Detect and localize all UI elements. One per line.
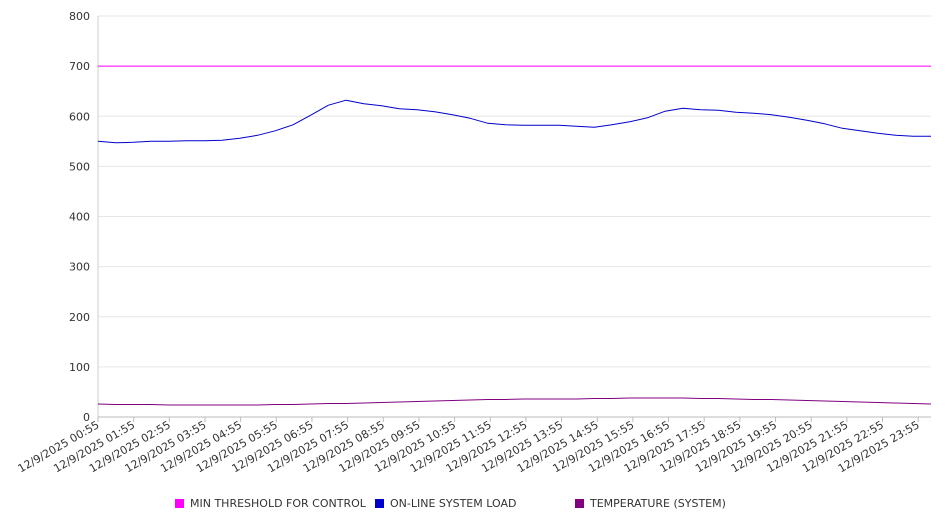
- y-tick-label: 100: [69, 361, 90, 374]
- series-lines: [97, 65, 932, 406]
- legend-item-system-load: ON-LINE SYSTEM LOAD: [375, 497, 516, 510]
- legend-swatch-system-load: [375, 499, 384, 508]
- chart-legend: MIN THRESHOLD FOR CONTROL ON-LINE SYSTEM…: [0, 497, 946, 515]
- legend-item-min-threshold: MIN THRESHOLD FOR CONTROL: [175, 497, 366, 510]
- y-tick-label: 800: [69, 10, 90, 23]
- series-line-system-load: [97, 99, 931, 144]
- legend-label-min-threshold: MIN THRESHOLD FOR CONTROL: [190, 497, 366, 510]
- series-line-temperature: [97, 397, 932, 406]
- legend-swatch-temperature: [575, 499, 584, 508]
- legend-label-system-load: ON-LINE SYSTEM LOAD: [390, 497, 517, 510]
- y-tick-label: 300: [69, 261, 90, 274]
- y-tick-label: 700: [69, 60, 90, 73]
- grid-lines: [98, 15, 931, 368]
- y-tick-label: 400: [69, 211, 90, 224]
- legend-item-temperature: TEMPERATURE (SYSTEM): [575, 497, 726, 510]
- legend-swatch-min-threshold: [175, 499, 184, 508]
- y-tick-label: 0: [83, 411, 90, 424]
- y-tick-label: 200: [69, 311, 90, 324]
- legend-label-temperature: TEMPERATURE (SYSTEM): [590, 497, 726, 510]
- y-tick-label: 500: [69, 160, 90, 173]
- y-tick-label: 600: [69, 110, 90, 123]
- axes: [97, 16, 931, 422]
- y-tick-labels: 0 100 200 300 400 500 600 700 800: [69, 10, 90, 424]
